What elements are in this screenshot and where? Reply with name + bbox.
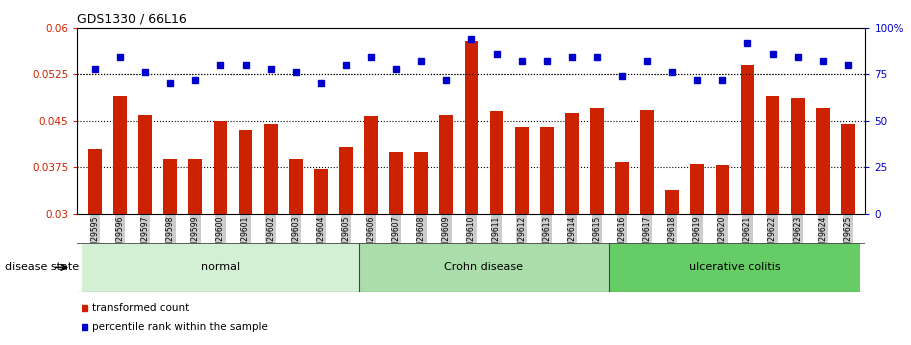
Bar <box>113 96 127 214</box>
Bar <box>791 98 804 214</box>
Bar <box>540 127 554 214</box>
Bar <box>841 124 855 214</box>
Bar <box>289 159 302 214</box>
Bar <box>264 124 278 214</box>
Bar <box>465 41 478 214</box>
Bar <box>590 108 604 214</box>
Bar <box>339 147 353 214</box>
Bar <box>565 113 578 214</box>
Bar <box>640 110 654 214</box>
Bar <box>489 111 504 214</box>
Bar <box>213 121 228 214</box>
Bar <box>364 116 378 214</box>
Bar <box>691 164 704 214</box>
Bar <box>138 115 152 214</box>
Text: Crohn disease: Crohn disease <box>445 263 524 272</box>
Bar <box>715 166 730 214</box>
Bar <box>615 162 629 214</box>
Bar <box>515 127 528 214</box>
Bar <box>765 96 780 214</box>
Bar <box>239 130 252 214</box>
Bar <box>415 152 428 214</box>
Bar <box>665 190 679 214</box>
Bar <box>189 159 202 214</box>
Text: normal: normal <box>201 263 240 272</box>
Text: percentile rank within the sample: percentile rank within the sample <box>92 322 268 332</box>
Bar <box>314 169 328 214</box>
Bar <box>163 159 178 214</box>
Bar <box>816 108 830 214</box>
Text: GDS1330 / 66L16: GDS1330 / 66L16 <box>77 12 187 25</box>
Text: transformed count: transformed count <box>92 303 189 313</box>
Text: disease state: disease state <box>5 263 78 272</box>
Text: ulcerative colitis: ulcerative colitis <box>689 263 781 272</box>
Bar <box>88 149 102 214</box>
Bar <box>389 152 403 214</box>
Bar <box>741 65 754 214</box>
Bar <box>439 115 454 214</box>
